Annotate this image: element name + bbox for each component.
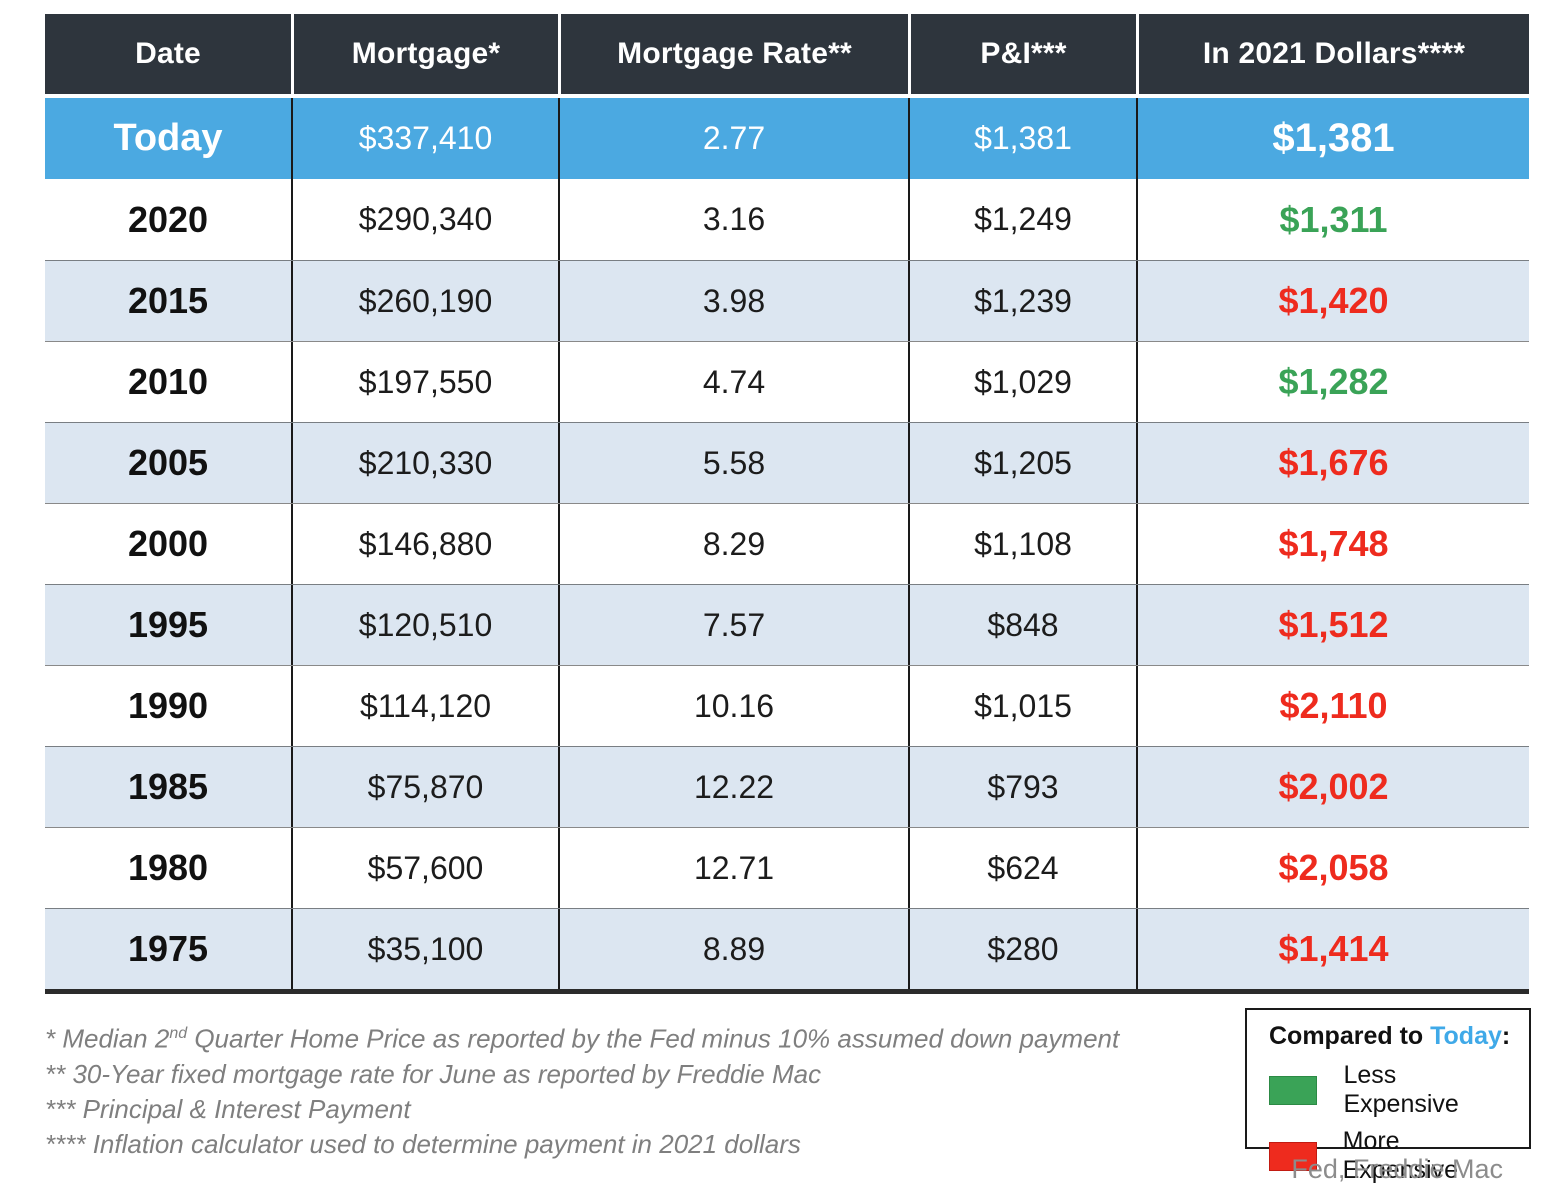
column-header-pi: P&I***: [908, 14, 1136, 94]
cell-mortgage: $210,330: [291, 423, 558, 503]
cell-rate: 3.98: [558, 261, 908, 341]
cell-mortgage: $57,600: [291, 828, 558, 908]
cell-2021-dollars: $1,420: [1136, 261, 1529, 341]
cell-rate: 12.22: [558, 747, 908, 827]
table-row: 1995 $120,510 7.57 $848 $1,512: [45, 584, 1529, 665]
cell-pi: $1,015: [908, 666, 1136, 746]
cell-rate: 4.74: [558, 342, 908, 422]
cell-date: 2010: [127, 361, 209, 402]
mortgage-table: Date Mortgage* Mortgage Rate** P&I*** In…: [45, 14, 1529, 994]
cell-pi: $624: [908, 828, 1136, 908]
table-header-row: Date Mortgage* Mortgage Rate** P&I*** In…: [45, 14, 1529, 94]
table-row: 1975 $35,100 8.89 $280 $1,414: [45, 908, 1529, 989]
cell-date: 1990: [127, 685, 209, 726]
cell-date: 1980: [127, 847, 209, 888]
legend-title: Compared to Today:: [1269, 1022, 1511, 1050]
legend-title-today-accent: Today: [1430, 1022, 1502, 1050]
cell-2021-dollars: $2,110: [1136, 666, 1529, 746]
cell-pi: $1,249: [908, 179, 1136, 260]
footnote-4: **** Inflation calculator used to determ…: [45, 1128, 801, 1159]
cell-date: 2000: [127, 523, 209, 564]
cell-pi: $1,205: [908, 423, 1136, 503]
cell-date: 1995: [127, 604, 209, 645]
cell-2021-dollars: $1,748: [1136, 504, 1529, 584]
cell-pi: $848: [908, 585, 1136, 665]
cell-mortgage: $337,410: [291, 98, 558, 179]
cell-2021-dollars: $2,058: [1136, 828, 1529, 908]
cell-mortgage: $35,100: [291, 909, 558, 989]
cell-rate: 12.71: [558, 828, 908, 908]
cell-2021-dollars: $2,002: [1136, 747, 1529, 827]
footnote-3: *** Principal & Interest Payment: [45, 1093, 411, 1124]
column-header-2021-dollars: In 2021 Dollars****: [1136, 14, 1529, 94]
source-attribution: Fed, Freddie Mac: [1291, 1154, 1503, 1184]
cell-date: 1975: [127, 928, 209, 969]
cell-mortgage: $114,120: [291, 666, 558, 746]
table-row: 1980 $57,600 12.71 $624 $2,058: [45, 827, 1529, 908]
column-header-date: Date: [135, 37, 201, 70]
cell-2021-dollars: $1,414: [1136, 909, 1529, 989]
table-row: 1990 $114,120 10.16 $1,015 $2,110: [45, 665, 1529, 746]
cell-pi: $1,381: [908, 98, 1136, 179]
table-row: 2020 $290,340 3.16 $1,249 $1,311: [45, 179, 1529, 260]
cell-rate: 5.58: [558, 423, 908, 503]
legend-item-more-expensive: More Expensive: [1269, 1127, 1513, 1185]
cell-rate: 2.77: [558, 98, 908, 179]
table-row: Today $337,410 2.77 $1,381 $1,381: [45, 98, 1529, 179]
cell-rate: 8.29: [558, 504, 908, 584]
cell-rate: 3.16: [558, 179, 908, 260]
cell-2021-dollars: $1,676: [1136, 423, 1529, 503]
cell-rate: 10.16: [558, 666, 908, 746]
table-row: 2000 $146,880 8.29 $1,108 $1,748: [45, 503, 1529, 584]
cell-2021-dollars: $1,282: [1136, 342, 1529, 422]
cell-2021-dollars: $1,381: [1136, 98, 1529, 179]
cell-mortgage: $75,870: [291, 747, 558, 827]
legend-box: Compared to Today: Less Expensive More E…: [1245, 1008, 1531, 1184]
cell-date: 2005: [127, 442, 209, 483]
cell-mortgage: $120,510: [291, 585, 558, 665]
cell-date: 2020: [127, 198, 209, 240]
red-swatch-icon: [1269, 1141, 1317, 1171]
footnote-2: ** 30-Year fixed mortgage rate for June …: [45, 1058, 822, 1089]
cell-pi: $1,029: [908, 342, 1136, 422]
green-swatch-icon: [1269, 1075, 1318, 1105]
table-body: Today $337,410 2.77 $1,381 $1,381 2020 $…: [45, 98, 1529, 994]
cell-pi: $1,108: [908, 504, 1136, 584]
table-row: 2005 $210,330 5.58 $1,205 $1,676: [45, 422, 1529, 503]
cell-date: 2015: [127, 280, 209, 321]
cell-2021-dollars: $1,512: [1136, 585, 1529, 665]
footnote-1: * Median 2nd Quarter Home Price as repor…: [45, 1023, 1120, 1054]
cell-mortgage: $290,340: [291, 179, 558, 260]
cell-date: Today: [113, 117, 223, 159]
cell-pi: $1,239: [908, 261, 1136, 341]
legend-label: Less Expensive: [1343, 1061, 1459, 1118]
cell-2021-dollars: $1,311: [1136, 179, 1529, 260]
legend-item-less-expensive: Less Expensive: [1269, 1061, 1513, 1119]
table-row: 2015 $260,190 3.98 $1,239 $1,420: [45, 260, 1529, 341]
cell-date: 1985: [127, 766, 209, 807]
column-header-rate: Mortgage Rate**: [558, 14, 908, 94]
table-row: 1985 $75,870 12.22 $793 $2,002: [45, 746, 1529, 827]
cell-rate: 8.89: [558, 909, 908, 989]
table-row: 2010 $197,550 4.74 $1,029 $1,282: [45, 341, 1529, 422]
column-header-mortgage: Mortgage*: [291, 14, 558, 94]
cell-mortgage: $260,190: [291, 261, 558, 341]
cell-mortgage: $197,550: [291, 342, 558, 422]
cell-pi: $793: [908, 747, 1136, 827]
cell-pi: $280: [908, 909, 1136, 989]
cell-mortgage: $146,880: [291, 504, 558, 584]
cell-rate: 7.57: [558, 585, 908, 665]
footnotes: * Median 2nd Quarter Home Price as repor…: [45, 1016, 1205, 1162]
legend-label: More Expensive: [1342, 1127, 1458, 1184]
